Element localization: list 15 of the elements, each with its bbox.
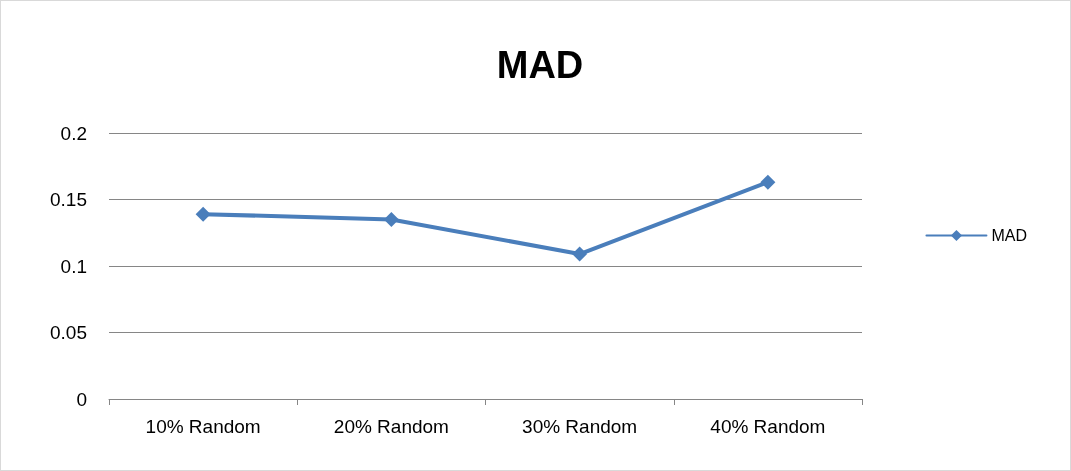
y-tick-label: 0.05 — [50, 322, 87, 343]
point — [195, 206, 211, 222]
x-tick-label: 20% Random — [333, 416, 449, 437]
y-tick-label: 0.15 — [50, 189, 87, 210]
y-tick-label: 0 — [76, 388, 87, 410]
point — [383, 211, 399, 227]
y-tick-label: 0.1 — [60, 255, 87, 277]
point — [760, 174, 776, 190]
x-tick-label: 30% Random — [522, 416, 638, 437]
point — [572, 246, 588, 262]
y-tick-label: 0.2 — [60, 122, 87, 144]
x-tick-label: 10% Random — [145, 416, 261, 437]
legend-label: MAD — [991, 227, 1028, 244]
chart-title: MAD — [496, 44, 584, 86]
x-tick-label: 40% Random — [710, 416, 826, 437]
